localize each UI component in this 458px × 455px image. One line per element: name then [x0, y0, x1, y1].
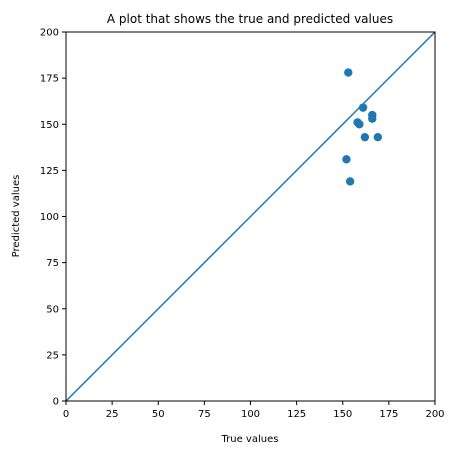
data-point-3 [368, 114, 377, 123]
x-tick-label: 175 [379, 409, 398, 420]
y-tick-label: 150 [40, 120, 59, 131]
data-point-7 [373, 132, 383, 142]
data-point-0 [344, 68, 353, 77]
y-tick-label: 25 [46, 350, 59, 361]
y-tick-label: 200 [40, 28, 59, 39]
data-point-1 [358, 103, 368, 112]
x-tick-label: 100 [241, 409, 260, 420]
data-point-9 [345, 177, 355, 186]
identity-line [65, 31, 436, 402]
y-tick-label: 175 [40, 74, 59, 85]
y-axis-label: Predicted values [11, 175, 22, 258]
x-tick-label: 0 [63, 409, 69, 420]
y-tick-label: 0 [53, 397, 59, 408]
x-tick-label: 200 [425, 409, 444, 420]
y-tick-label: 75 [46, 258, 59, 269]
x-tick-label: 125 [287, 409, 306, 420]
data-point-8 [342, 155, 351, 164]
data-point-5 [355, 120, 364, 129]
x-tick-label: 50 [152, 409, 165, 420]
y-tick-label: 50 [46, 304, 59, 315]
data-point-6 [360, 132, 370, 142]
x-tick-label: 25 [106, 409, 119, 420]
chart-title: A plot that shows the true and predicted… [107, 12, 393, 26]
x-tick-label: 150 [333, 409, 352, 420]
y-tick-label: 100 [40, 212, 59, 223]
y-axis: 0 25 50 75 100 125 150 175 200 [40, 28, 66, 408]
x-axis-label: True values [221, 434, 279, 445]
x-axis: 0 25 50 75 100 125 150 175 200 [63, 401, 445, 420]
y-tick-label: 125 [40, 166, 59, 177]
plot-area [65, 31, 436, 402]
x-tick-label: 75 [198, 409, 211, 420]
